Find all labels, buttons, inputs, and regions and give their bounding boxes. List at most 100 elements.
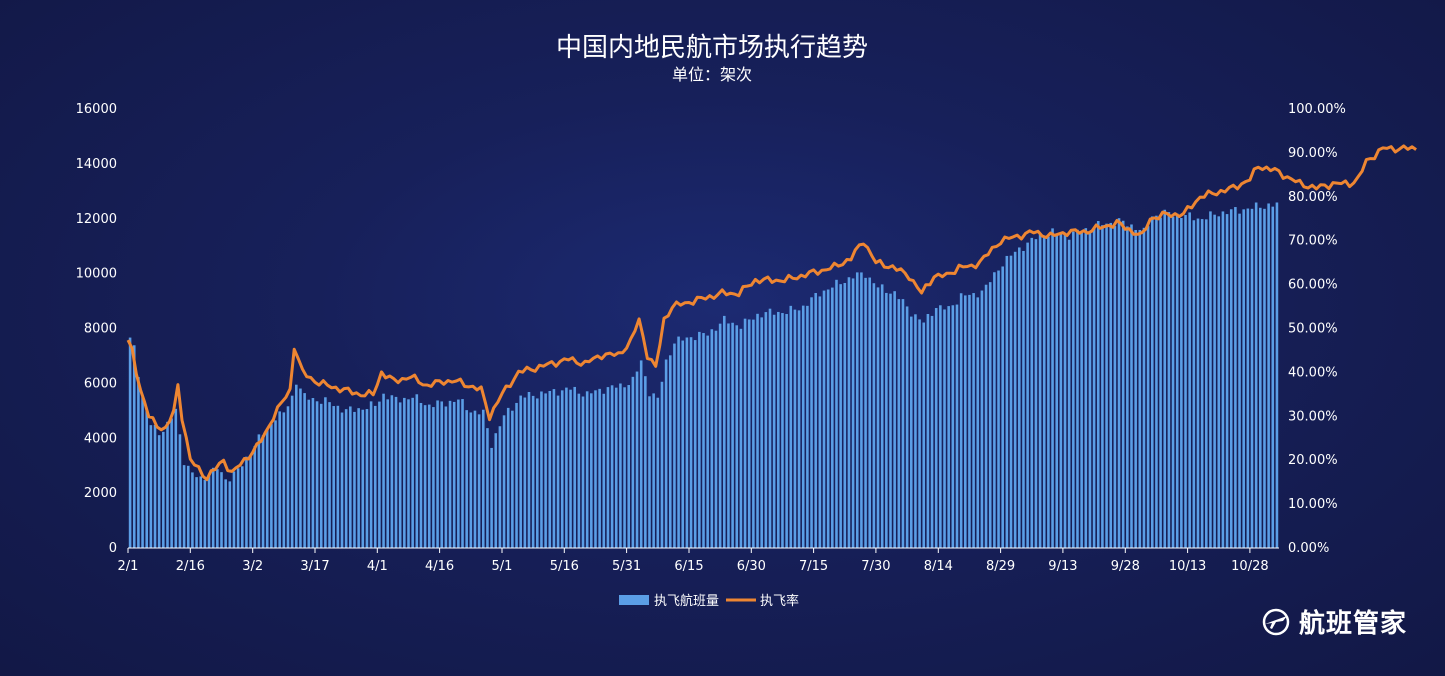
x-tick-label: 6/15: [674, 559, 703, 574]
bar-day-205: [980, 290, 984, 548]
bar-day-276: [1275, 202, 1279, 549]
bar-day-235: [1105, 223, 1108, 548]
bar-day-168: [826, 289, 830, 548]
bar-day-192: [926, 314, 930, 548]
brand-name: 航班管家: [1298, 609, 1407, 639]
bar-day-92: [511, 410, 514, 548]
bar-day-223: [1055, 233, 1058, 548]
bar-day-228: [1076, 229, 1079, 549]
bar-day-135: [689, 337, 693, 548]
bar-day-121: [631, 376, 635, 548]
y-right-tick-label: 30.00%: [1288, 409, 1338, 424]
x-tick-label: 2/16: [176, 559, 205, 574]
bar-day-97: [531, 395, 535, 548]
x-tick-label: 4/1: [367, 559, 388, 574]
bar-day-242: [1134, 229, 1137, 549]
bar-day-266: [1234, 207, 1237, 549]
bar-day-234: [1101, 225, 1104, 549]
bar-day-233: [1096, 221, 1100, 548]
bar-day-145: [731, 322, 734, 548]
bar-day-70: [419, 402, 423, 548]
bar-day-155: [772, 314, 776, 548]
bar-day-32: [261, 435, 265, 548]
bar-day-179: [872, 283, 876, 548]
bar-day-37: [282, 412, 286, 548]
bar-day-126: [652, 393, 655, 548]
bar-day-119: [623, 387, 626, 548]
bar-day-180: [876, 287, 880, 548]
bar-day-204: [976, 297, 980, 548]
bar-day-207: [988, 282, 992, 548]
bar-day-169: [831, 287, 834, 548]
bar-day-260: [1209, 211, 1212, 548]
bar-day-232: [1092, 228, 1096, 548]
bar-day-219: [1038, 234, 1042, 548]
bar-day-8: [162, 431, 165, 548]
y-left-tick-label: 2000: [84, 486, 117, 501]
y-left-tick-label: 6000: [84, 376, 117, 391]
bar-day-101: [548, 390, 552, 548]
bar-day-176: [860, 272, 863, 548]
bar-day-248: [1159, 217, 1162, 549]
bar-day-271: [1254, 202, 1258, 548]
bar-day-147: [739, 328, 743, 548]
bar-day-245: [1146, 226, 1150, 548]
bar-day-56: [361, 409, 365, 548]
bar-day-77: [448, 400, 452, 548]
bar-day-241: [1130, 224, 1133, 548]
bar-day-182: [885, 292, 888, 548]
bar-day-243: [1138, 229, 1142, 548]
y-right-tick-label: 20.00%: [1288, 453, 1338, 468]
bar-day-31: [257, 434, 261, 548]
bar-day-138: [702, 333, 705, 548]
bar-day-81: [465, 410, 468, 548]
x-tick-label: 10/28: [1231, 559, 1268, 574]
bar-day-104: [560, 390, 564, 548]
brand-logo: 航班管家: [1261, 603, 1407, 640]
bar-day-231: [1088, 231, 1092, 548]
bar-day-171: [839, 284, 842, 548]
bar-day-210: [1001, 266, 1004, 548]
bar-day-240: [1126, 226, 1129, 548]
bar-day-116: [610, 385, 614, 548]
bar-day-38: [286, 406, 290, 548]
y-right-tick-label: 60.00%: [1288, 278, 1338, 293]
bar-day-117: [614, 387, 618, 548]
bar-day-72: [427, 404, 431, 548]
bar-day-10: [170, 418, 173, 548]
x-tick-label: 3/17: [300, 559, 329, 574]
bar-day-67: [407, 399, 410, 548]
bar-day-68: [411, 397, 414, 548]
bar-day-50: [336, 405, 340, 548]
bar-day-259: [1205, 219, 1208, 548]
bar-day-4: [145, 409, 148, 548]
x-tick-label: 9/28: [1111, 559, 1140, 574]
bar-day-57: [365, 409, 369, 548]
bar-day-129: [664, 359, 668, 548]
bar-day-272: [1259, 207, 1262, 549]
bar-day-43: [307, 399, 311, 548]
bar-day-238: [1117, 218, 1121, 548]
bar-day-123: [639, 360, 643, 548]
x-tick-label: 5/31: [612, 559, 641, 574]
bar-day-253: [1180, 218, 1183, 548]
bar-day-221: [1047, 236, 1050, 549]
bar-day-146: [735, 325, 739, 548]
bar-day-58: [369, 401, 373, 548]
bar-day-128: [660, 381, 664, 548]
bar-day-89: [498, 426, 502, 548]
y-right-tick-label: 90.00%: [1288, 146, 1338, 161]
y-left-tick-label: 0: [109, 541, 117, 556]
bar-day-69: [415, 394, 419, 548]
bar-day-17: [199, 476, 203, 548]
bar-day-174: [851, 278, 855, 548]
bar-day-188: [909, 316, 913, 548]
bar-day-261: [1213, 214, 1216, 548]
bar-day-63: [390, 395, 394, 548]
bar-day-184: [893, 291, 896, 548]
legend[interactable]: 执飞航班量 执飞率: [619, 593, 799, 609]
bar-day-59: [373, 405, 377, 548]
bar-day-96: [527, 391, 531, 548]
bar-day-80: [461, 399, 464, 548]
